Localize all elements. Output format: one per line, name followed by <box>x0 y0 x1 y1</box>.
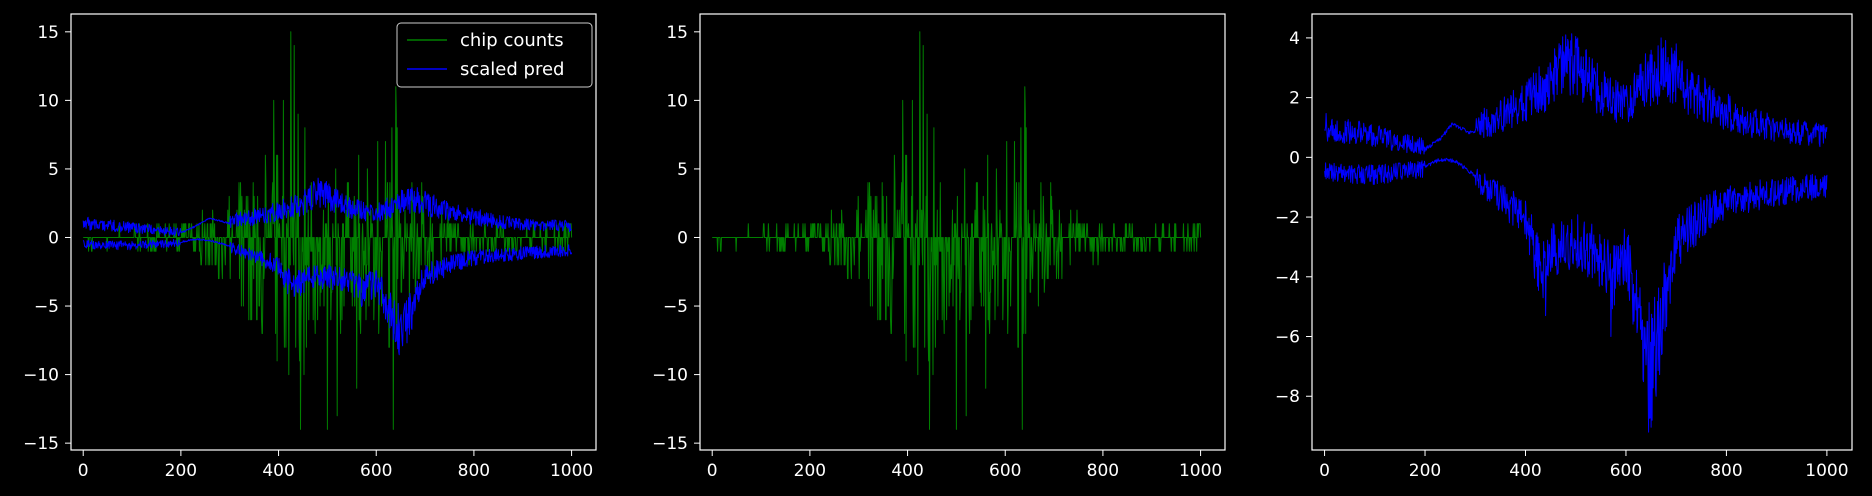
y-tick-label: −15 <box>652 434 688 454</box>
plot-frame <box>699 13 1226 451</box>
x-tick-label: 600 <box>1610 461 1642 481</box>
y-tick-label: 0 <box>48 228 59 248</box>
y-tick-label: 10 <box>37 91 59 111</box>
y-tick-label: −4 <box>1275 268 1300 288</box>
y-tick-label: 0 <box>1289 148 1300 168</box>
x-tick-label: 0 <box>1319 461 1330 481</box>
x-tick-label: 400 <box>1509 461 1541 481</box>
x-tick-label: 1000 <box>550 461 593 481</box>
series-line-scaled-pred-lower <box>1324 157 1828 433</box>
y-tick-label: 5 <box>677 160 688 180</box>
y-tick-label: 15 <box>666 23 688 43</box>
y-tick-label: −10 <box>652 366 688 386</box>
chart-panel-left: 0 200 400 600 800 1000 −15 −10 −5 0 5 10 15 <box>23 13 597 481</box>
y-tick-label: −5 <box>663 297 688 317</box>
x-tick-label: 1000 <box>1805 461 1848 481</box>
x-tick-label: 800 <box>458 461 490 481</box>
x-tick-label: 400 <box>262 461 294 481</box>
legend-label-scaled-pred: scaled pred <box>460 59 564 80</box>
x-tick-label: 200 <box>794 461 826 481</box>
legend-label-chip-counts: chip counts <box>460 30 564 51</box>
y-tick-label: −5 <box>34 297 59 317</box>
y-tick-label: −10 <box>23 366 59 386</box>
chart-panel-middle: 0 200 400 600 800 1000 −15 −10 −5 0 5 10 15 <box>652 13 1226 481</box>
y-tick-label: −15 <box>23 434 59 454</box>
y-tick-label: −6 <box>1275 328 1300 348</box>
x-tick-label: 0 <box>707 461 718 481</box>
series-line-chip-counts <box>83 31 573 430</box>
y-tick-label: 0 <box>677 228 688 248</box>
y-tick-label: −2 <box>1275 208 1300 228</box>
x-tick-label: 0 <box>78 461 89 481</box>
series-line-scaled-pred-lower <box>82 238 573 356</box>
y-tick-label: 5 <box>48 160 59 180</box>
series-line-chip-counts <box>712 31 1202 430</box>
x-tick-label: 600 <box>360 461 392 481</box>
y-tick-label: −8 <box>1275 387 1300 407</box>
x-tick-label: 600 <box>989 461 1021 481</box>
chart-panel-right: 0 200 400 600 800 1000 −8 −6 −4 −2 0 2 4 <box>1275 13 1853 481</box>
x-tick-label: 200 <box>1409 461 1441 481</box>
series-line-scaled-pred-upper <box>82 177 572 237</box>
x-tick-label: 400 <box>891 461 923 481</box>
x-tick-label: 800 <box>1087 461 1119 481</box>
y-tick-label: 2 <box>1289 89 1300 109</box>
x-tick-label: 800 <box>1710 461 1742 481</box>
legend-frame <box>396 22 593 88</box>
x-tick-label: 200 <box>165 461 197 481</box>
y-tick-label: 10 <box>666 91 688 111</box>
plot-frame <box>1311 13 1853 451</box>
y-tick-label: 15 <box>37 23 59 43</box>
chart-legend: chip counts scaled pred <box>396 22 593 88</box>
x-tick-label: 1000 <box>1179 461 1222 481</box>
y-tick-label: 4 <box>1289 29 1300 49</box>
plot-frame <box>70 13 597 451</box>
series-line-scaled-pred-upper <box>1324 33 1828 155</box>
